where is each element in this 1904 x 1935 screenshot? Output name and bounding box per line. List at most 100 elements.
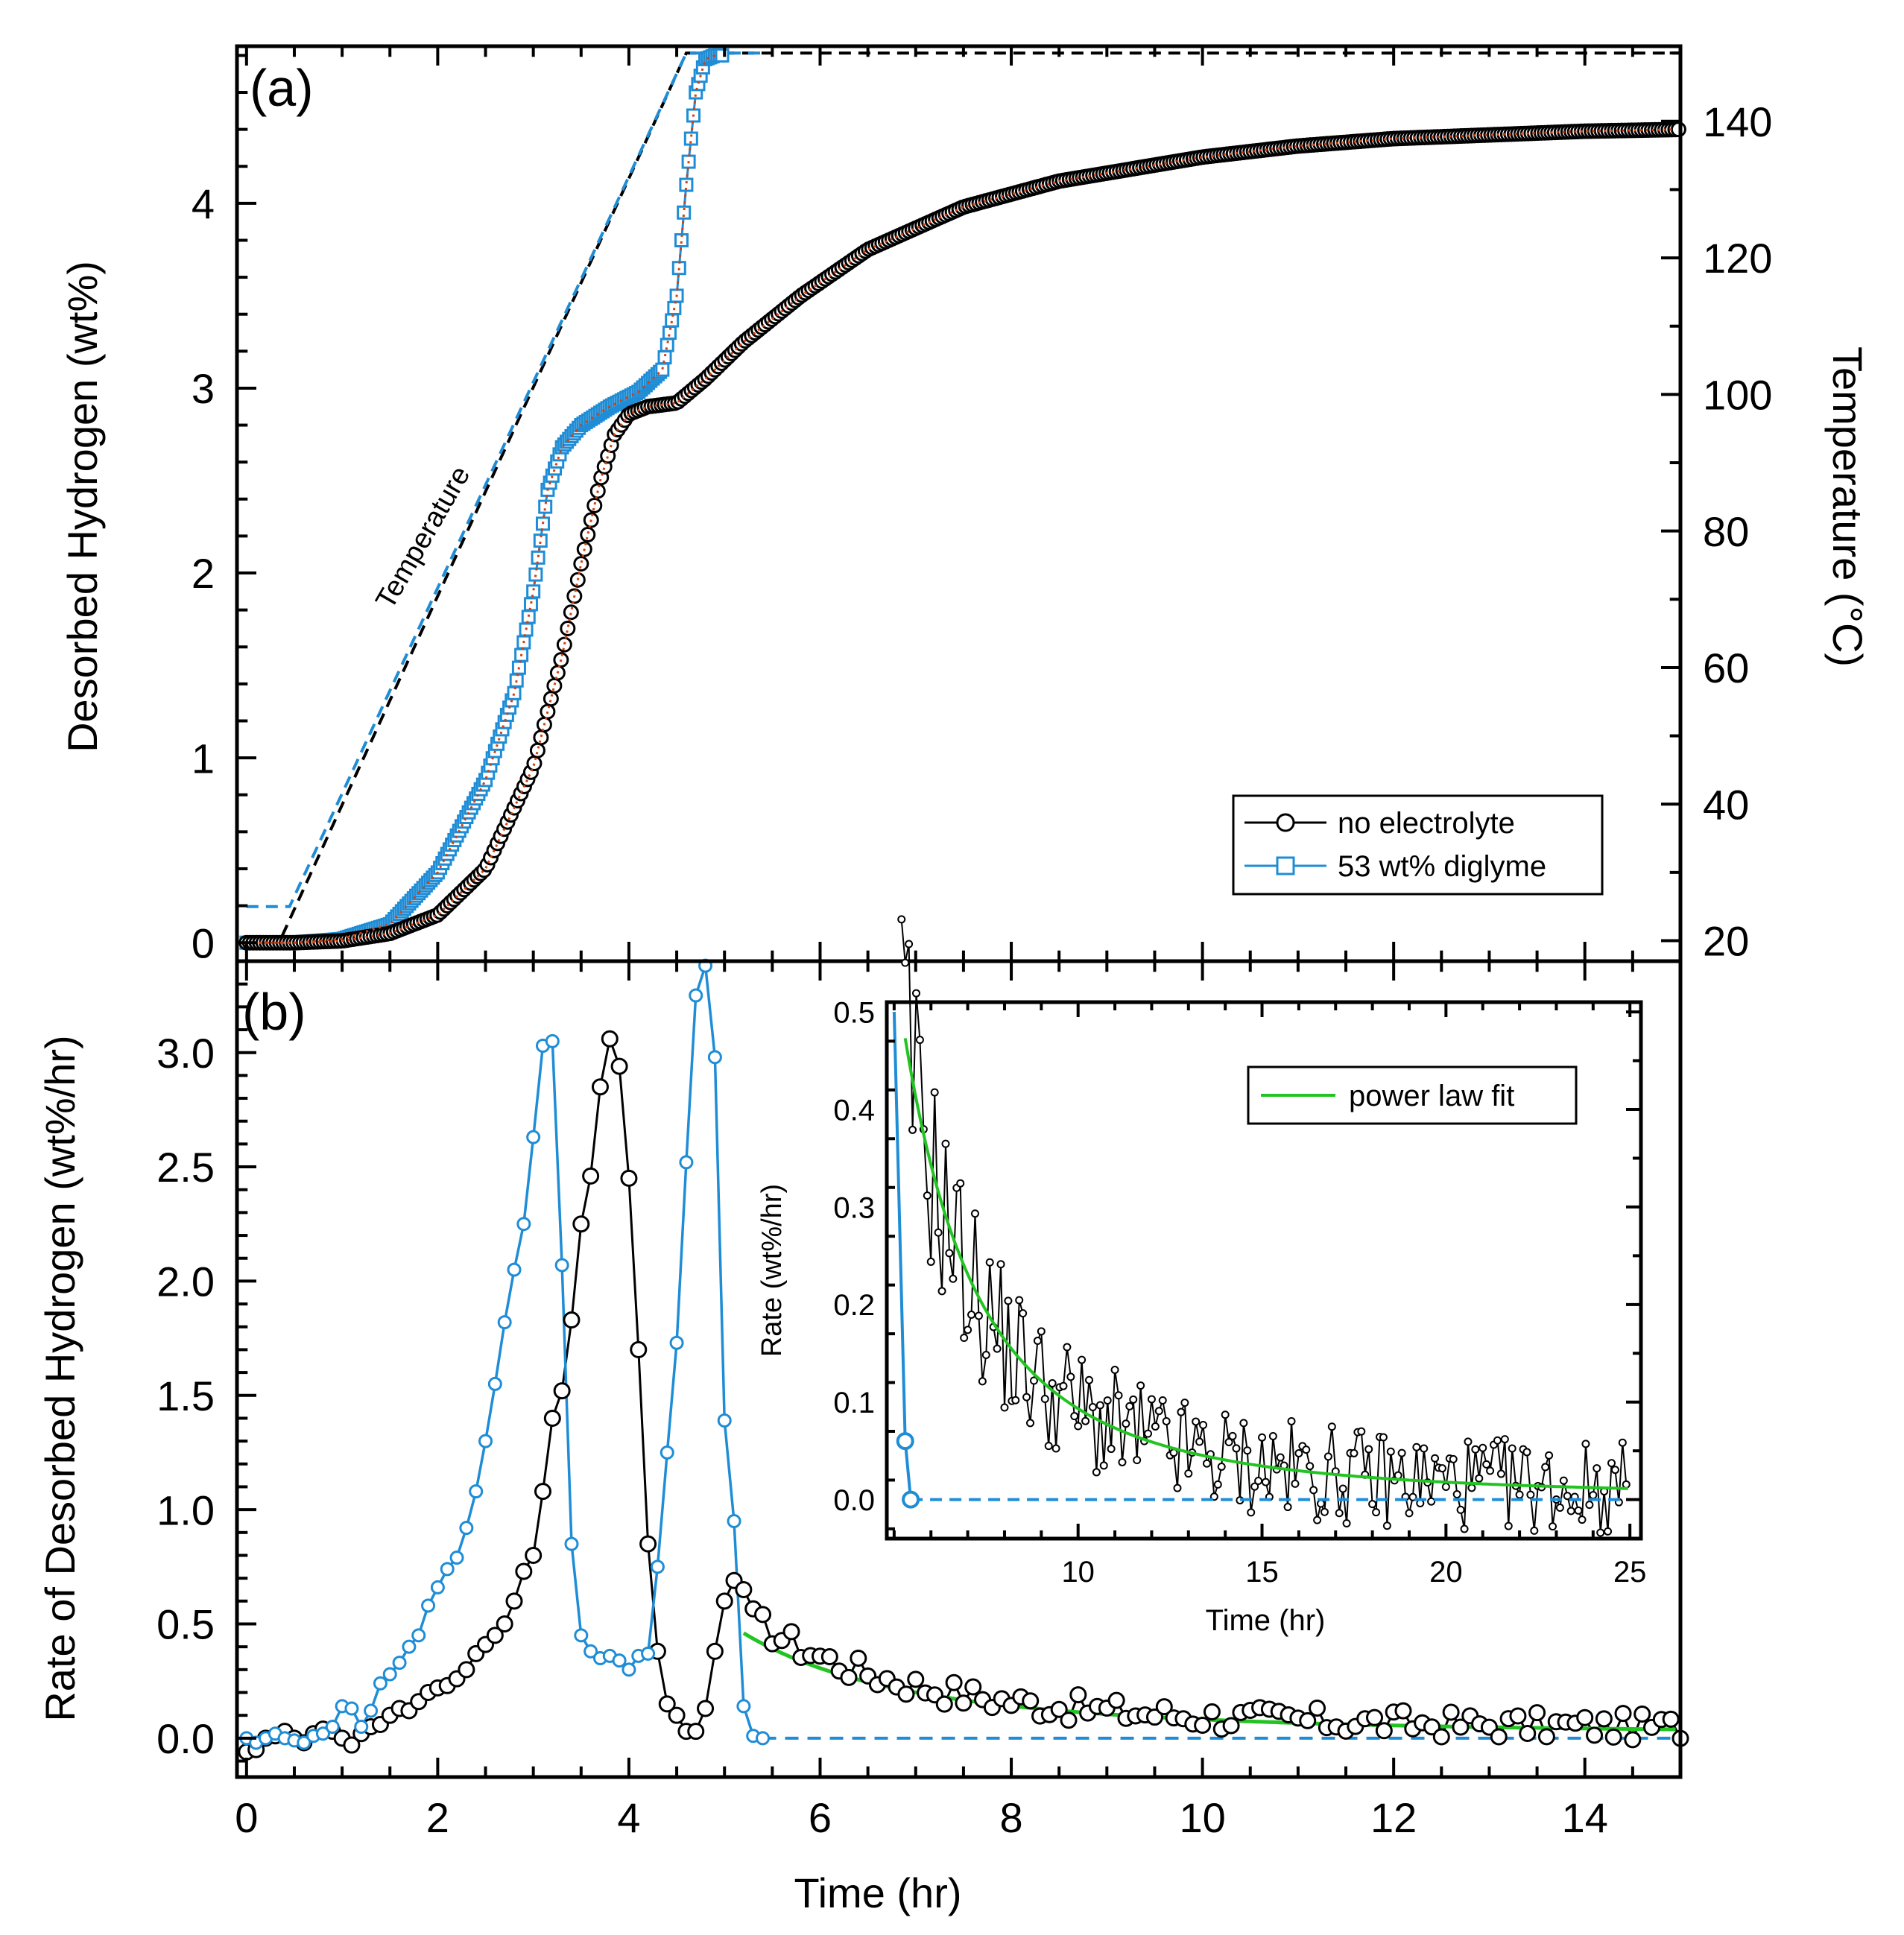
inset-point-no-electrolyte — [1261, 1478, 1270, 1486]
rate-point-diglyme — [421, 1598, 436, 1613]
rate-point-no-electrolyte — [668, 1706, 686, 1724]
inset-point-no-electrolyte — [1287, 1416, 1296, 1425]
inset-point-no-electrolyte — [1122, 1419, 1130, 1428]
inset-point-no-electrolyte — [949, 1274, 958, 1283]
inset-point-no-electrolyte — [923, 1191, 932, 1200]
inset-point-no-electrolyte — [1482, 1460, 1491, 1469]
rate-point-no-electrolyte — [1022, 1692, 1040, 1710]
inset-point-no-electrolyte — [1192, 1417, 1201, 1426]
inset-point-no-electrolyte — [1475, 1474, 1484, 1483]
inset-point-no-electrolyte — [1268, 1431, 1277, 1440]
inset-point-no-electrolyte — [1033, 1337, 1042, 1346]
rate-point-diglyme — [689, 988, 703, 1003]
inset-point-no-electrolyte — [1066, 1372, 1075, 1381]
panel-b-frame — [235, 959, 1683, 1779]
inset-point-no-electrolyte — [1136, 1381, 1145, 1390]
inset-point-no-electrolyte — [1224, 1438, 1233, 1447]
inset-chart: 10 15 20 25 0.0 0.1 0.2 0.3 0.4 0.5 Rate (wt%/hr)… — [756, 915, 1647, 1637]
inset-point-no-electrolyte — [1317, 1499, 1326, 1508]
rate-point-no-electrolyte — [1509, 1707, 1527, 1725]
rate-point-diglyme — [459, 1521, 474, 1536]
no-electrolyte-point — [1670, 121, 1686, 138]
rate-point-no-electrolyte — [754, 1606, 772, 1624]
rate-point-no-electrolyte — [1624, 1731, 1642, 1749]
rate-point-diglyme — [574, 1628, 589, 1643]
rate-point-no-electrolyte — [1519, 1724, 1537, 1742]
inset-point-no-electrolyte — [970, 1209, 979, 1218]
inset-point-no-electrolyte — [1522, 1448, 1531, 1457]
inset-point-no-electrolyte — [993, 1344, 1002, 1353]
legend-marker-diglyme — [1276, 856, 1295, 875]
rate-point-diglyme — [507, 1262, 522, 1277]
rate-point-no-electrolyte — [1107, 1691, 1125, 1709]
rate-point-no-electrolyte — [850, 1650, 867, 1668]
panel-b-x-tick-label: 2 — [426, 1794, 449, 1841]
inset-point-no-electrolyte — [1217, 1462, 1226, 1471]
rate-point-diglyme — [449, 1551, 464, 1565]
no-electrolyte-point — [563, 604, 579, 621]
inset-point-no-electrolyte — [1202, 1459, 1211, 1468]
inset-point-no-electrolyte — [1011, 1396, 1020, 1404]
inset-point-no-electrolyte — [1541, 1463, 1550, 1472]
diglyme-point — [677, 205, 692, 220]
inset-point-no-electrolyte — [911, 989, 920, 998]
rate-point-diglyme — [622, 1662, 636, 1677]
inset-point-no-electrolyte — [1604, 1527, 1613, 1536]
inset-point-no-electrolyte — [1184, 1469, 1193, 1478]
rate-point-no-electrolyte — [1050, 1700, 1068, 1718]
panel-a-y-tick-label: 0 — [192, 919, 215, 966]
inset-point-no-electrolyte — [1438, 1464, 1446, 1473]
rate-point-no-electrolyte — [658, 1695, 676, 1713]
rate-point-diglyme — [717, 1413, 732, 1428]
inset-point-no-electrolyte — [1051, 1444, 1060, 1453]
inset-point-no-electrolyte — [1364, 1445, 1373, 1454]
rate-point-diglyme — [641, 1646, 656, 1661]
panel-b-y-tick-label: 2.5 — [156, 1144, 215, 1191]
no-electrolyte-point — [526, 756, 543, 772]
inset-point-no-electrolyte — [1589, 1491, 1598, 1500]
inset-x-tick-label: 25 — [1613, 1556, 1647, 1589]
diglyme-point — [521, 609, 536, 624]
inset-point-no-electrolyte — [1504, 1521, 1513, 1530]
panel-b-x-tick-label: 14 — [1562, 1794, 1608, 1841]
series-line-diglyme — [246, 54, 725, 944]
rate-point-no-electrolyte — [486, 1627, 504, 1644]
legend-marker-no-electrolyte — [1276, 813, 1295, 832]
rate-point-no-electrolyte — [1595, 1710, 1613, 1728]
rate-point-no-electrolyte — [1309, 1700, 1326, 1717]
rate-point-no-electrolyte — [582, 1167, 600, 1185]
panel-a: (a) Desorbed Hydrogen (wt%) Temperature … — [59, 44, 1871, 966]
panel-a-right-y-tick-label: 40 — [1703, 781, 1749, 828]
inset-point-no-electrolyte — [1294, 1448, 1303, 1457]
inset-point-no-electrolyte — [1368, 1500, 1377, 1509]
inset-x-tick-label: 20 — [1429, 1556, 1463, 1589]
inset-point-no-electrolyte — [1243, 1446, 1252, 1455]
rate-point-no-electrolyte — [1662, 1710, 1680, 1728]
inset-point-diglyme — [896, 1432, 914, 1451]
inset-point-no-electrolyte — [1063, 1343, 1072, 1352]
rate-point-no-electrolyte — [697, 1700, 715, 1717]
inset-point-no-electrolyte — [1581, 1440, 1590, 1448]
rate-point-no-electrolyte — [706, 1642, 724, 1660]
panel-a-right-y-tick-label: 80 — [1703, 508, 1749, 555]
rate-point-no-electrolyte — [639, 1535, 657, 1553]
rate-point-no-electrolyte — [820, 1647, 838, 1665]
rate-point-no-electrolyte — [630, 1340, 648, 1358]
inset-point-no-electrolyte — [1158, 1396, 1167, 1405]
rate-point-no-electrolyte — [1299, 1711, 1317, 1729]
inset-point-no-electrolyte — [985, 1258, 994, 1267]
rate-point-no-electrolyte — [1528, 1704, 1546, 1722]
inset-point-no-electrolyte — [1103, 1396, 1112, 1405]
rate-point-diglyme — [325, 1720, 340, 1735]
inset-point-no-electrolyte — [1545, 1451, 1554, 1460]
inset-point-no-electrolyte — [1180, 1399, 1189, 1407]
rate-point-diglyme — [497, 1315, 512, 1330]
rate-point-no-electrolyte — [1432, 1728, 1450, 1746]
rate-point-diglyme — [707, 1050, 722, 1065]
inset-point-no-electrolyte — [1342, 1518, 1351, 1527]
diglyme-point — [533, 533, 548, 548]
inset-y-tick-label: 0.3 — [833, 1191, 875, 1224]
no-electrolyte-point — [560, 620, 576, 636]
rate-point-no-electrolyte — [601, 1030, 619, 1048]
inset-point-no-electrolyte — [1596, 1528, 1605, 1537]
